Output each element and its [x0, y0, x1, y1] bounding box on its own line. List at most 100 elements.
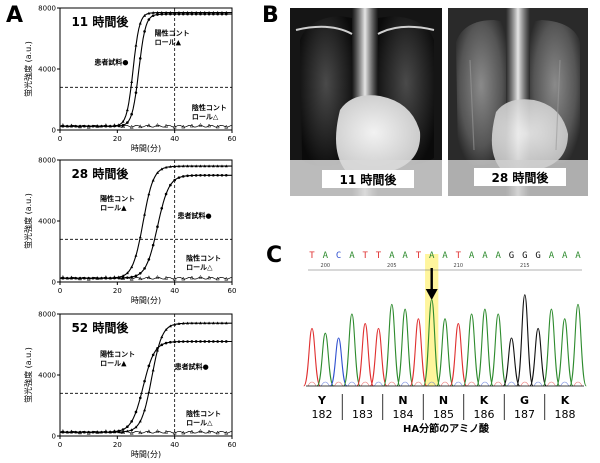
series-point [177, 12, 181, 16]
position-label: 205 [387, 263, 397, 269]
series-point [138, 276, 143, 281]
series-point [203, 321, 207, 325]
series-point [86, 430, 91, 435]
xray-right-label: 28 時間後 [492, 170, 550, 185]
base-call: A [495, 251, 501, 261]
trace-peak [329, 337, 348, 387]
y-tick-label: 0 [52, 279, 56, 287]
series-point [186, 12, 189, 16]
base-call: T [416, 251, 422, 261]
series-point [156, 347, 159, 350]
series-point [151, 353, 155, 357]
trace-peak [516, 294, 534, 387]
series-point [138, 57, 142, 60]
base-call: A [429, 251, 435, 261]
series-point [138, 430, 143, 435]
positive-control-label: 陽性コント [100, 194, 135, 203]
series-point [212, 340, 215, 343]
series-point [147, 364, 151, 368]
series-point [220, 321, 224, 325]
y-tick-label: 4000 [38, 218, 56, 226]
series-point [173, 12, 176, 16]
trace-peak [356, 323, 374, 387]
series-point [172, 276, 177, 281]
trace-peak [396, 308, 414, 387]
series-point [78, 276, 83, 281]
series-point [95, 429, 100, 434]
base-call: A [482, 251, 488, 261]
negative-control-label: 陰性コント [192, 103, 227, 112]
series-point [203, 173, 207, 177]
series-point [134, 410, 138, 414]
series-point [134, 43, 138, 47]
series-point [138, 419, 142, 423]
series-point [220, 10, 224, 14]
trace-noise [480, 381, 490, 387]
series-point [121, 274, 125, 277]
series-point [190, 174, 194, 177]
series-point [164, 429, 169, 434]
series-point [160, 167, 164, 171]
series-point [60, 274, 65, 279]
base-call: A [323, 251, 329, 261]
series-point [95, 275, 100, 280]
amino-acid-letter: K [561, 394, 570, 407]
x-tick-label: 0 [58, 287, 62, 295]
xray-heart-shadow [491, 99, 568, 168]
amino-acid-position: 184 [393, 408, 414, 421]
trace-peak [529, 327, 547, 387]
series-point [190, 10, 194, 14]
series-point [160, 12, 164, 16]
series-point [169, 340, 172, 344]
series-point [181, 175, 185, 178]
x-tick-label: 20 [113, 287, 122, 295]
series-point [220, 173, 224, 177]
series-point [194, 164, 198, 168]
base-call: A [575, 251, 581, 261]
series-point [220, 164, 224, 168]
trace-noise [453, 381, 463, 387]
series-point [216, 10, 220, 14]
series-line [59, 430, 233, 434]
series-point [172, 430, 177, 435]
series-point [112, 275, 117, 279]
series-point [117, 429, 121, 433]
base-call: A [562, 251, 568, 261]
series-point [212, 12, 215, 16]
series-point [190, 12, 194, 16]
series-point [95, 123, 100, 128]
trace-noise [360, 381, 370, 387]
series-point [125, 108, 129, 112]
series-point [194, 12, 198, 16]
trace-peak [343, 313, 361, 387]
trace-noise [347, 381, 357, 387]
series-point [151, 368, 155, 372]
base-call: G [522, 251, 527, 261]
series-point [151, 11, 155, 14]
y-tick-label: 4000 [38, 372, 56, 380]
series-point [169, 12, 172, 16]
y-tick-label: 8000 [38, 5, 56, 13]
amino-acid-letter: Y [317, 394, 327, 407]
series-point [186, 174, 189, 178]
base-call: G [535, 251, 540, 261]
positive-control-label: ロール▲ [155, 38, 182, 46]
series-point [190, 164, 194, 168]
y-axis-label: 蛍光強度 (a.u.) [23, 41, 33, 97]
series-point [134, 274, 138, 278]
series-point [207, 164, 211, 168]
trace-peak [369, 327, 388, 387]
x-axis-label: 時間(分) [131, 296, 161, 305]
series-point [216, 173, 219, 177]
series-point [199, 174, 202, 177]
series-point [181, 276, 186, 281]
base-call: T [362, 251, 368, 261]
base-call: T [456, 251, 462, 261]
trace-noise [440, 381, 450, 387]
series-point [143, 267, 146, 270]
series-point [199, 12, 202, 16]
positive-control-label: ロール▲ [100, 360, 127, 368]
series-point [207, 10, 211, 14]
negative-control-label: ロール△ [186, 264, 213, 272]
series-point [78, 430, 83, 435]
